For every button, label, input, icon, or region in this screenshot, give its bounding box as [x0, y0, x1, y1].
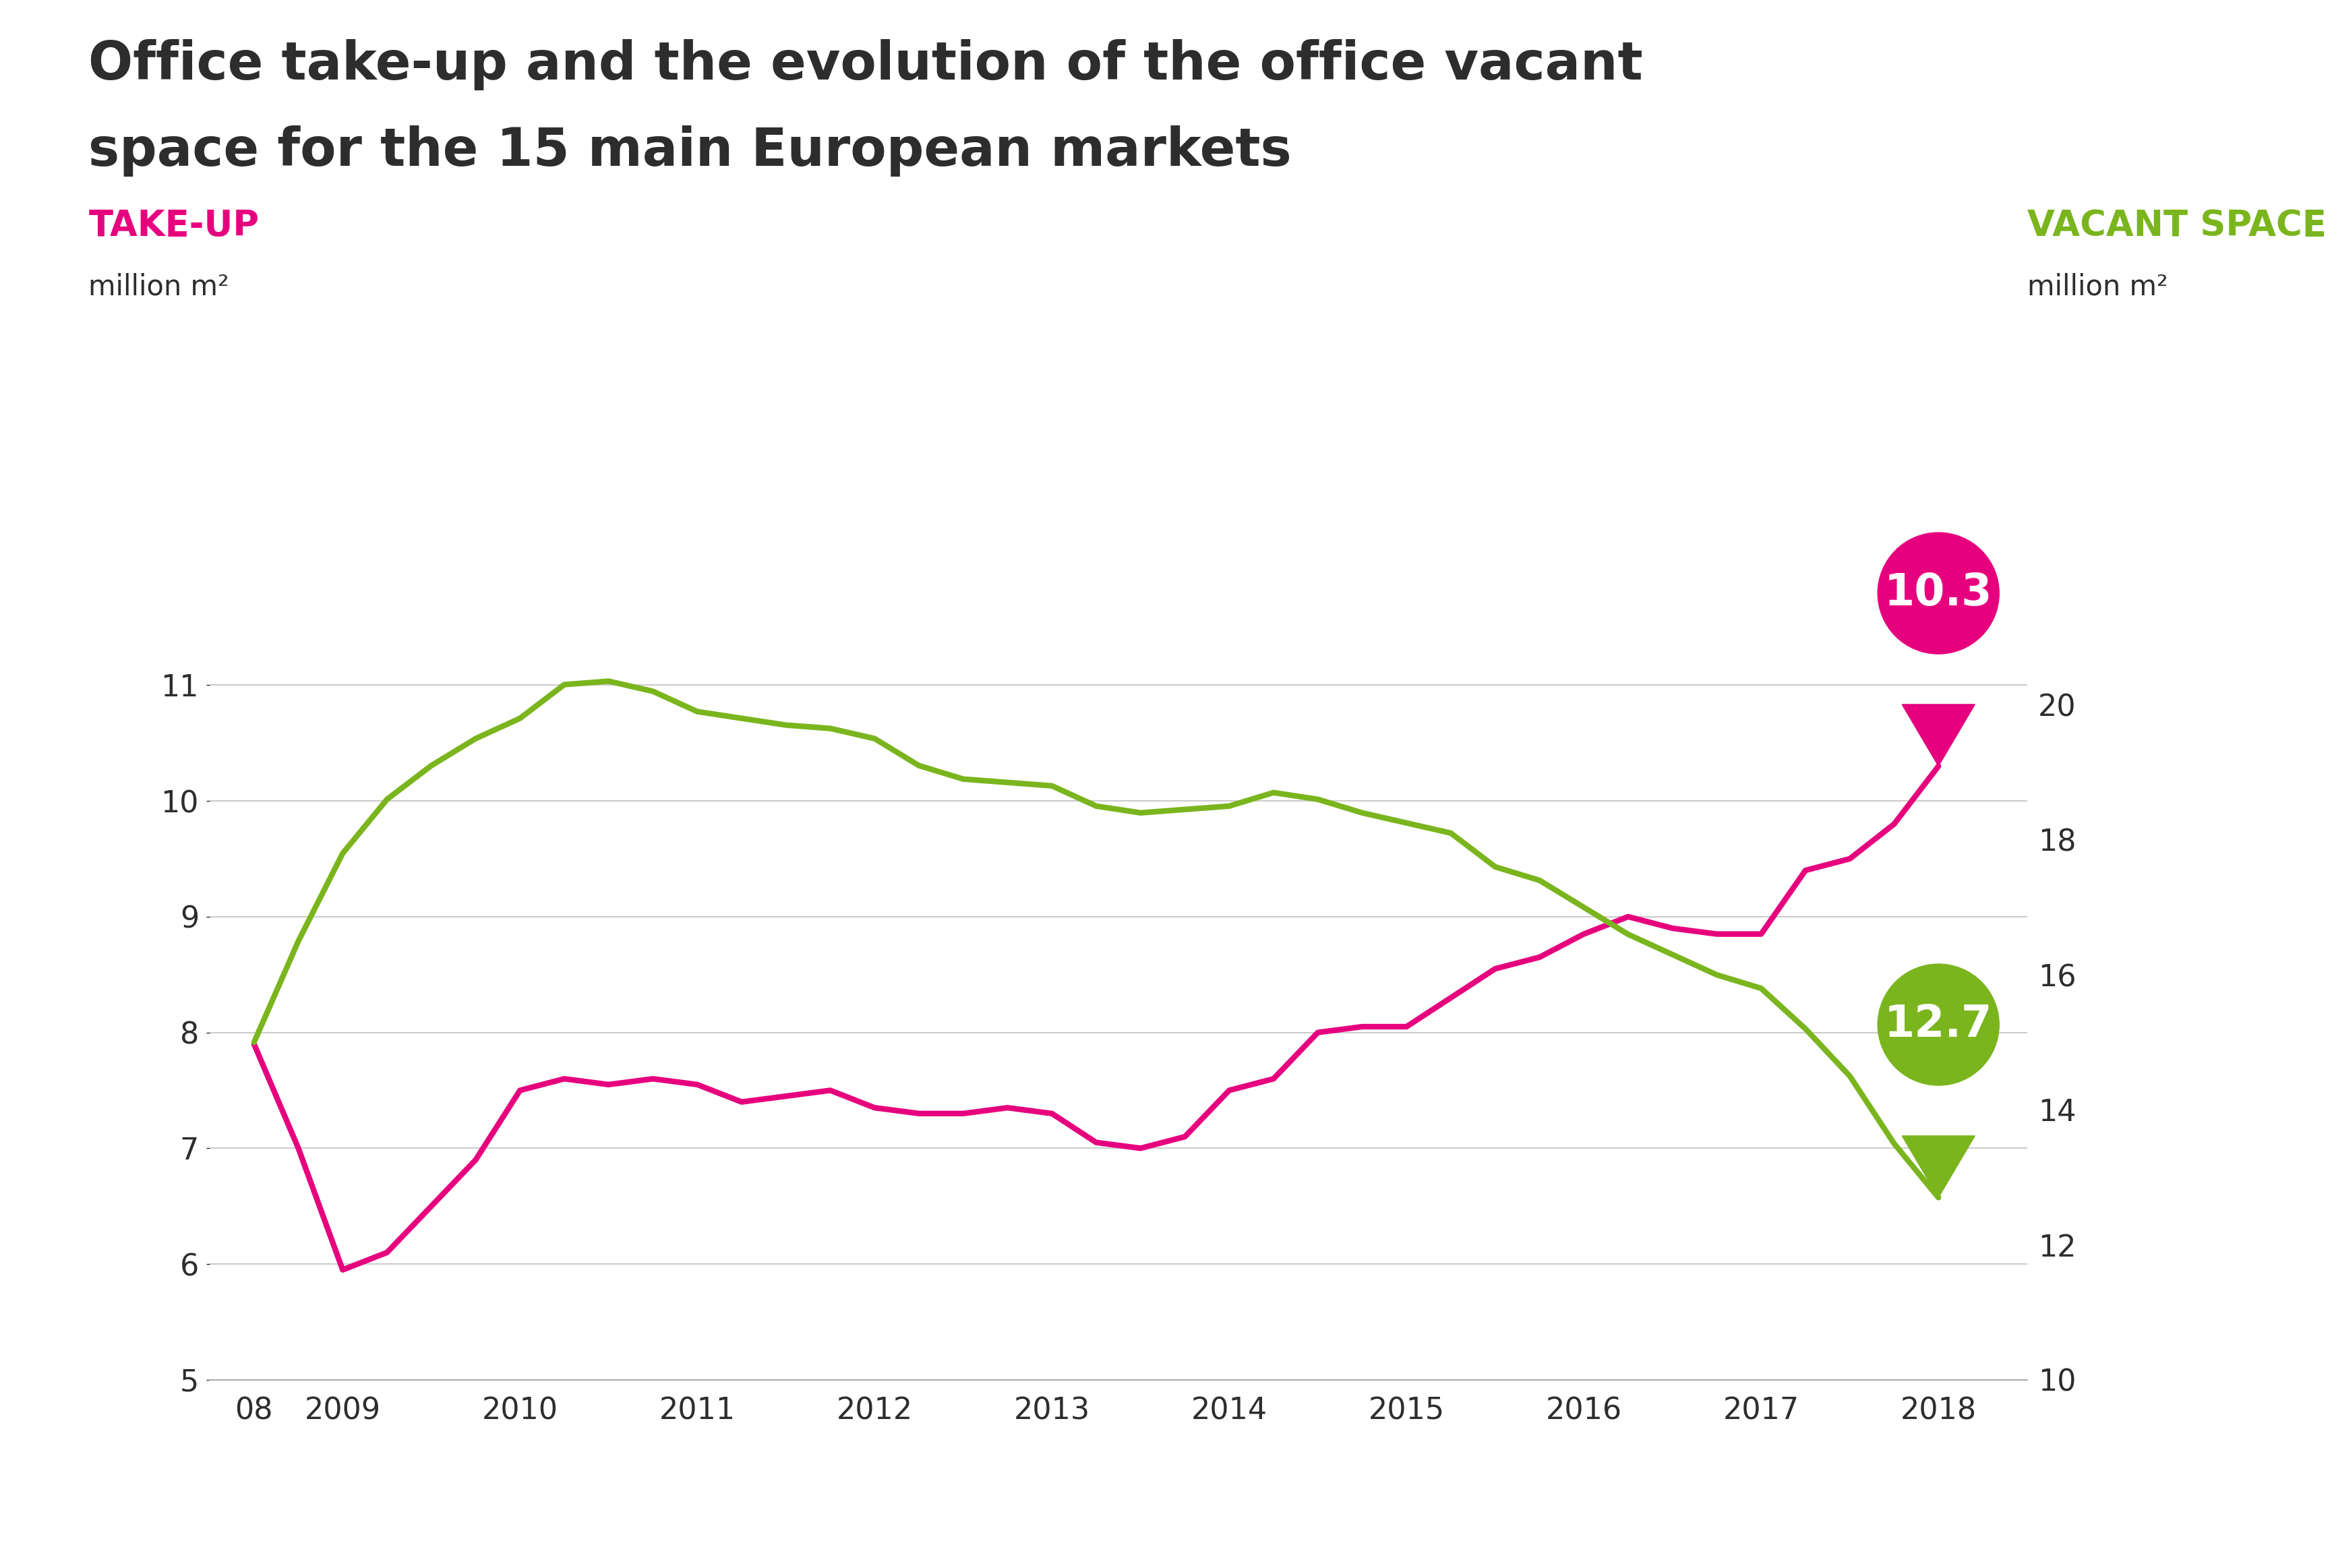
Text: 10.3: 10.3 — [1885, 572, 1992, 615]
Text: Office take-up and the evolution of the office vacant: Office take-up and the evolution of the … — [89, 39, 1643, 91]
Ellipse shape — [1878, 964, 1999, 1085]
Text: million m²: million m² — [2027, 273, 2167, 301]
Ellipse shape — [1878, 533, 1999, 654]
Text: million m²: million m² — [89, 273, 228, 301]
Polygon shape — [1901, 1135, 1976, 1198]
Text: 12.7: 12.7 — [1885, 1004, 1992, 1046]
Text: VACANT SPACE: VACANT SPACE — [2027, 209, 2325, 243]
Text: space for the 15 main European markets: space for the 15 main European markets — [89, 125, 1291, 177]
Polygon shape — [1901, 704, 1976, 767]
Text: TAKE-UP: TAKE-UP — [89, 209, 259, 243]
